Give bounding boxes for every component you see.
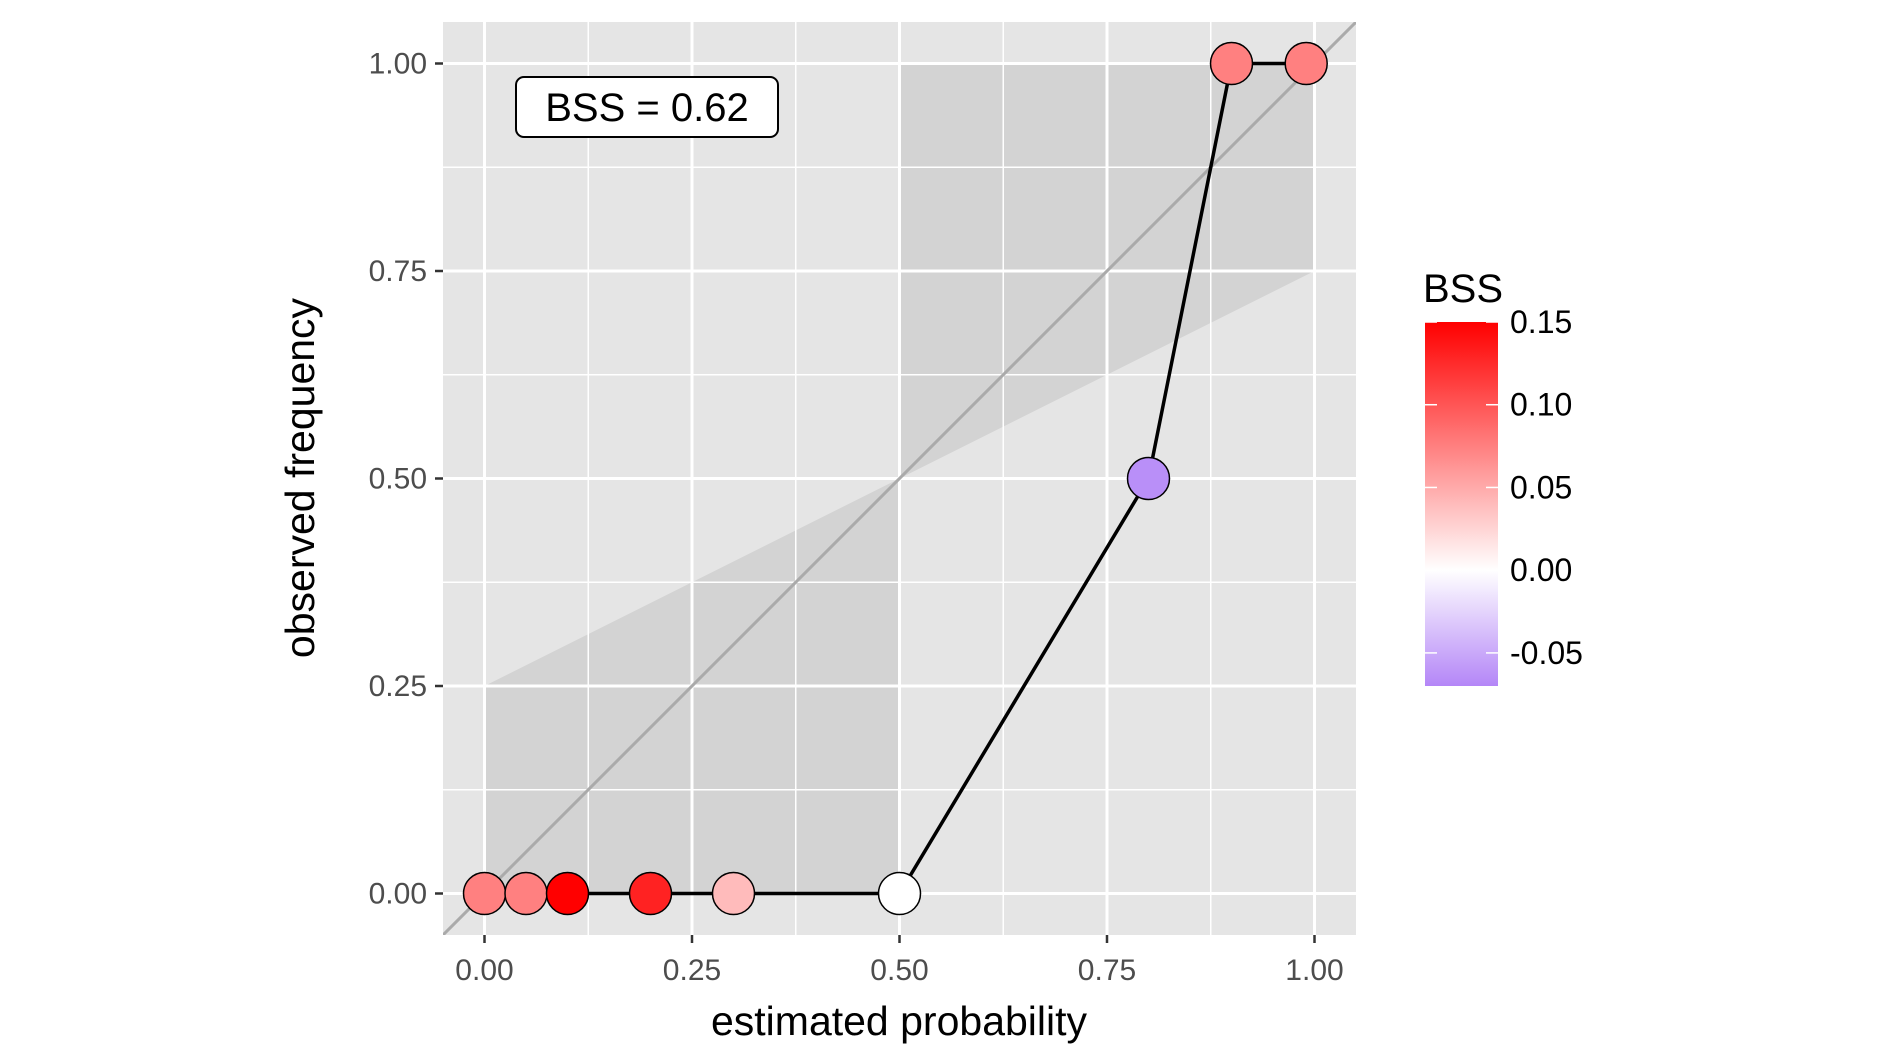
legend-tick-label: -0.05 bbox=[1510, 635, 1583, 671]
data-point bbox=[877, 871, 922, 916]
x-tick-label: 0.25 bbox=[663, 954, 721, 987]
annotation-box bbox=[515, 76, 779, 138]
data-point bbox=[1284, 41, 1328, 86]
y-axis-title: observed frequency bbox=[277, 297, 323, 658]
y-tick-label: 0.00 bbox=[369, 878, 427, 911]
legend-tick-label: 0.10 bbox=[1510, 387, 1572, 423]
x-tick-label: 0.50 bbox=[870, 954, 928, 987]
perfect-reliability-line bbox=[443, 22, 1356, 935]
legend: BSS 0.15 0.10 0.05 0.00 -0.05 bbox=[1423, 267, 1583, 686]
y-axis: 0.00 0.25 0.50 0.75 1.00 bbox=[369, 48, 443, 911]
data-point bbox=[504, 871, 548, 916]
legend-tick-label: 0.05 bbox=[1510, 469, 1572, 505]
data-point bbox=[628, 871, 673, 916]
legend-colorbar bbox=[1425, 322, 1498, 686]
legend-tick-label: 0.15 bbox=[1510, 304, 1572, 340]
legend-ticks: 0.15 0.10 0.05 0.00 -0.05 bbox=[1425, 304, 1583, 671]
bss-annotation: BSS = 0.62 bbox=[515, 76, 779, 138]
data-point bbox=[1209, 41, 1254, 86]
annotation-text: BSS = 0.62 bbox=[545, 86, 748, 130]
data-points bbox=[462, 41, 1328, 916]
data-point bbox=[462, 871, 507, 916]
x-axis: 0.00 0.25 0.50 0.75 1.00 bbox=[455, 935, 1344, 987]
y-tick-label: 0.25 bbox=[369, 670, 427, 703]
x-tick-label: 1.00 bbox=[1285, 954, 1343, 987]
y-tick-label: 0.75 bbox=[369, 255, 427, 288]
y-tick-label: 0.50 bbox=[369, 463, 427, 496]
legend-title: BSS bbox=[1423, 267, 1503, 311]
x-tick-label: 0.75 bbox=[1078, 954, 1136, 987]
legend-tick-label: 0.00 bbox=[1510, 552, 1572, 588]
data-point bbox=[545, 871, 590, 916]
data-point bbox=[1126, 456, 1171, 501]
data-point bbox=[711, 871, 756, 916]
x-axis-title: estimated probability bbox=[711, 998, 1088, 1044]
x-tick-label: 0.00 bbox=[455, 954, 513, 987]
y-tick-label: 1.00 bbox=[369, 48, 427, 81]
